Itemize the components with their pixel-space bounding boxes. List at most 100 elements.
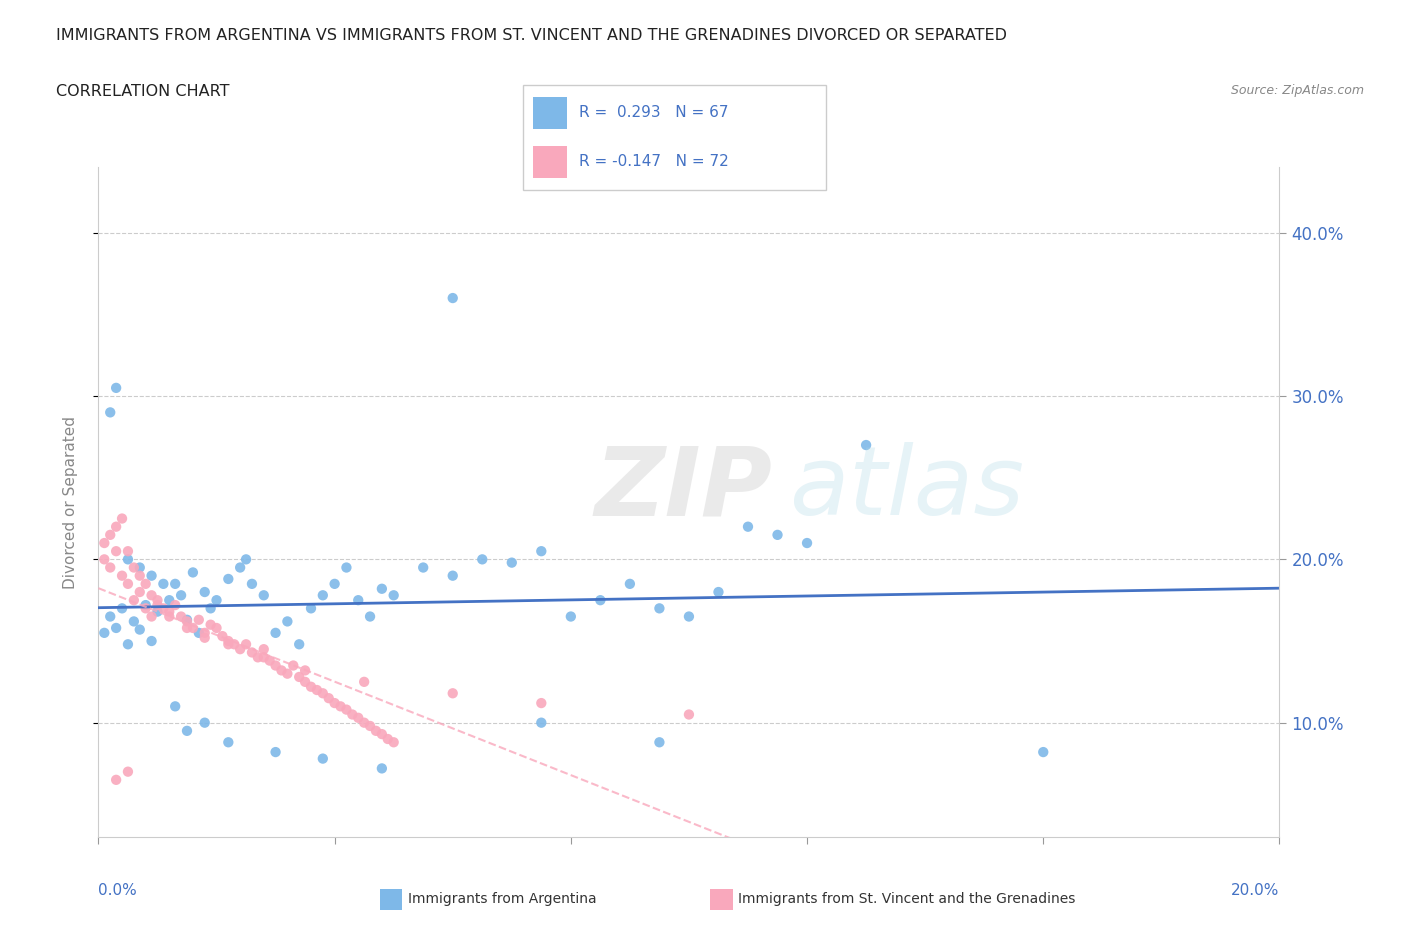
Point <box>157 609 180 624</box>
FancyBboxPatch shape <box>533 146 567 178</box>
Point <box>141 588 163 603</box>
Point <box>441 290 464 305</box>
Point <box>253 650 276 665</box>
Point <box>264 658 287 673</box>
Point <box>530 696 553 711</box>
Point <box>181 565 204 580</box>
Point <box>441 568 464 583</box>
Point <box>98 609 121 624</box>
Point <box>246 650 269 665</box>
Point <box>217 633 239 648</box>
FancyBboxPatch shape <box>533 97 567 128</box>
Point <box>111 601 134 616</box>
Point <box>146 592 169 607</box>
Point <box>98 560 121 575</box>
Point <box>141 609 163 624</box>
Point <box>240 645 263 660</box>
Point <box>165 577 187 591</box>
Point <box>187 612 209 627</box>
Text: Source: ZipAtlas.com: Source: ZipAtlas.com <box>1230 84 1364 97</box>
Point <box>359 609 381 624</box>
Point <box>200 618 222 632</box>
Point <box>122 560 145 575</box>
Point <box>146 598 169 613</box>
Point <box>93 625 115 640</box>
Point <box>382 588 405 603</box>
Text: Immigrants from St. Vincent and the Grenadines: Immigrants from St. Vincent and the Gren… <box>738 892 1076 907</box>
Point <box>141 633 163 648</box>
Point <box>312 588 335 603</box>
Point <box>128 622 150 637</box>
Point <box>98 527 121 542</box>
Point <box>530 715 553 730</box>
Point <box>157 592 180 607</box>
Point <box>766 527 789 542</box>
Point <box>93 551 115 566</box>
Point <box>678 609 700 624</box>
Point <box>371 726 394 741</box>
Point <box>737 519 759 534</box>
Point <box>235 551 257 566</box>
Point <box>194 631 217 645</box>
Point <box>347 592 370 607</box>
Point <box>176 724 198 738</box>
Text: CORRELATION CHART: CORRELATION CHART <box>56 84 229 99</box>
Point <box>146 604 169 619</box>
Point <box>353 674 375 689</box>
Point <box>276 614 298 629</box>
Point <box>165 699 187 714</box>
Point <box>323 577 346 591</box>
Point <box>111 568 134 583</box>
Point <box>471 551 494 566</box>
Point <box>205 592 228 607</box>
Point <box>359 719 381 734</box>
Point <box>229 642 252 657</box>
Point <box>270 663 292 678</box>
Point <box>141 568 163 583</box>
Point <box>181 620 204 635</box>
Point <box>377 732 399 747</box>
Point <box>253 642 276 657</box>
Point <box>796 536 818 551</box>
Point <box>382 735 405 750</box>
Point <box>276 666 298 681</box>
Point <box>364 724 387 738</box>
Point <box>98 405 121 419</box>
Point <box>353 715 375 730</box>
Point <box>205 620 228 635</box>
Point <box>194 585 217 600</box>
Point <box>211 629 233 644</box>
Point <box>217 572 239 587</box>
Point <box>176 612 198 627</box>
Point <box>294 674 316 689</box>
Point <box>412 560 434 575</box>
Point <box>128 560 150 575</box>
Point <box>259 653 281 668</box>
Point <box>441 685 464 700</box>
Point <box>194 625 217 640</box>
Point <box>111 512 134 526</box>
Point <box>117 544 139 559</box>
Point <box>135 598 157 613</box>
Point <box>288 670 311 684</box>
Point <box>128 568 150 583</box>
Point <box>170 588 193 603</box>
Point <box>229 560 252 575</box>
FancyBboxPatch shape <box>523 85 827 190</box>
Text: R =  0.293   N = 67: R = 0.293 N = 67 <box>579 105 728 120</box>
Point <box>253 588 276 603</box>
Point <box>152 577 174 591</box>
Text: atlas: atlas <box>789 443 1025 536</box>
Point <box>176 614 198 629</box>
Point <box>217 637 239 652</box>
Point <box>105 773 128 788</box>
Point <box>105 620 128 635</box>
Point <box>501 555 523 570</box>
Point <box>299 601 322 616</box>
Text: R = -0.147   N = 72: R = -0.147 N = 72 <box>579 154 728 169</box>
Point <box>157 604 180 619</box>
Point <box>135 601 157 616</box>
Text: 0.0%: 0.0% <box>98 883 138 897</box>
Point <box>371 581 394 596</box>
Point <box>93 536 115 551</box>
